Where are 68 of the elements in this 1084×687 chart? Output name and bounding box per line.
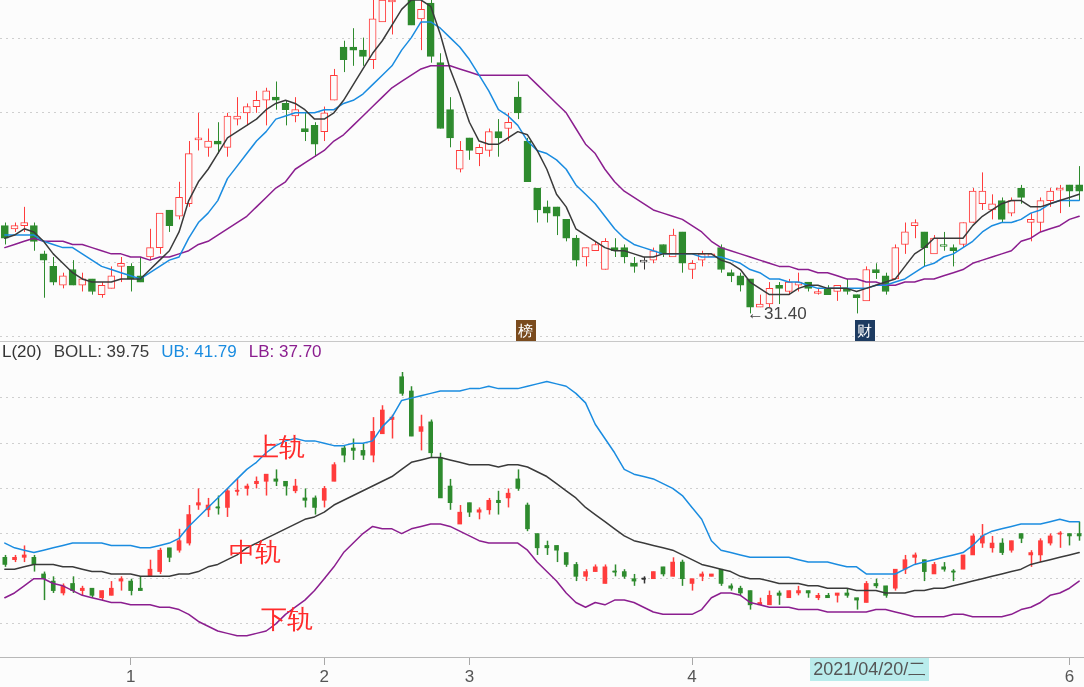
candlestick <box>272 80 280 111</box>
candlestick <box>533 187 541 224</box>
text: BOLL: 39.75 <box>53 342 150 361</box>
candlestick <box>378 0 387 23</box>
candlestick <box>513 80 522 120</box>
candlestick <box>330 68 338 101</box>
candlestick <box>496 490 501 516</box>
x-tick-label: 3 <box>464 666 475 686</box>
text: 2021/04/20/二 <box>810 658 930 681</box>
candlestick <box>775 281 783 305</box>
candlestick <box>1026 212 1035 242</box>
candlestick <box>736 272 745 292</box>
candlestick <box>78 272 87 292</box>
candlestick <box>418 414 424 452</box>
candlestick <box>204 128 212 158</box>
candlestick <box>20 206 29 233</box>
candlestick <box>1017 184 1025 205</box>
candlestick <box>863 580 869 604</box>
chart-title: L(20) <box>2 342 42 362</box>
candlestick <box>117 256 125 283</box>
candlestick <box>225 487 230 518</box>
candlestick <box>949 243 958 267</box>
candlestick <box>1038 537 1043 563</box>
candlestick <box>484 128 493 158</box>
candlestick <box>242 102 251 126</box>
candlestick <box>399 371 404 397</box>
candlestick <box>310 121 319 158</box>
candlestick <box>680 558 685 587</box>
candlestick <box>573 561 579 582</box>
candlestick <box>688 259 696 280</box>
candlestick <box>301 112 309 142</box>
candlestick <box>515 468 521 492</box>
candlestick <box>939 231 948 252</box>
candlestick <box>988 193 996 220</box>
candlestick <box>920 231 929 267</box>
text: 财 <box>854 320 875 341</box>
candlestick <box>321 485 327 509</box>
candlestick <box>175 181 183 220</box>
candlestick <box>504 112 512 142</box>
annotation: ←31.40 <box>747 304 807 324</box>
text: UB: 41.79 <box>161 342 237 361</box>
candlestick <box>670 556 675 578</box>
candlestick <box>455 140 464 173</box>
candlestick <box>312 494 317 516</box>
candlestick <box>417 0 425 51</box>
candlestick <box>901 222 909 255</box>
candlestick <box>196 487 201 511</box>
x-tick-label: 6 <box>1064 666 1075 686</box>
candlestick <box>350 437 356 461</box>
candlestick <box>910 218 919 239</box>
candlestick <box>359 37 367 67</box>
x-tick-label: 1 <box>125 666 136 686</box>
text: 榜 <box>515 320 536 341</box>
text: LB: 37.70 <box>248 342 322 361</box>
candlestick <box>997 196 1006 224</box>
candlestick <box>146 228 154 261</box>
candlestick <box>320 106 329 142</box>
candlestick <box>176 528 182 554</box>
candlestick <box>562 218 571 242</box>
candlestick <box>157 547 163 575</box>
x-tick-label: 4 <box>687 666 697 686</box>
candlestick <box>572 234 580 267</box>
candlestick <box>1075 165 1083 202</box>
candlestick <box>475 143 483 167</box>
candlestick <box>49 256 58 286</box>
candlestick <box>262 87 270 126</box>
candlestick <box>1046 187 1054 208</box>
x-tick-label: 2 <box>319 666 329 686</box>
